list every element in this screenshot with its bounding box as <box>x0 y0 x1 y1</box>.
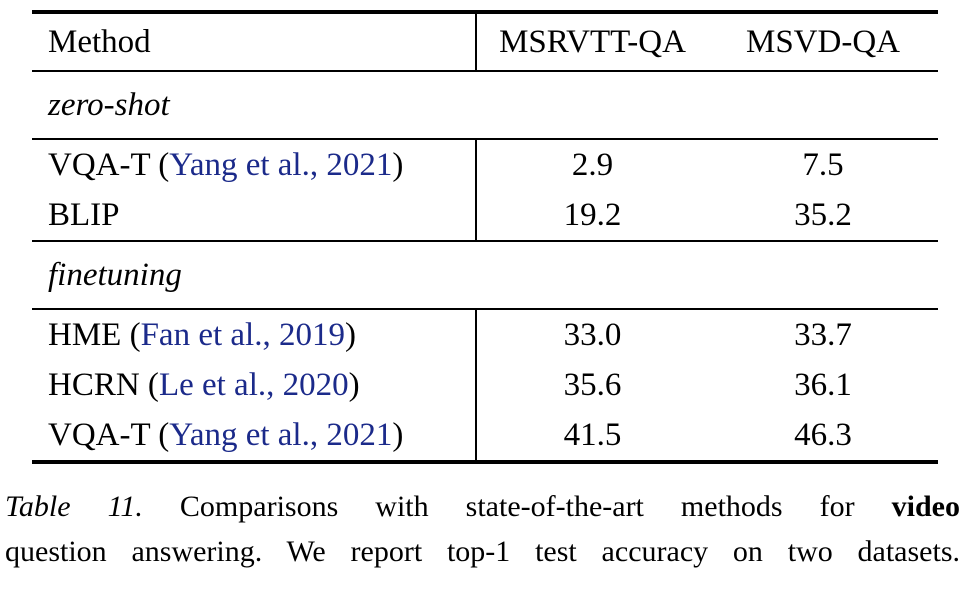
header-method: Method <box>48 23 151 60</box>
table-row: VQA-T (Yang et al., 2021) 41.5 46.3 <box>32 410 938 460</box>
rule-below-zero-shot-block <box>32 240 938 242</box>
method-text: ) <box>392 416 404 453</box>
msvd-qa-value: 36.1 <box>794 366 852 403</box>
msrvtt-qa-value: 41.5 <box>475 410 708 460</box>
section-label-zero-shot: zero-shot <box>48 86 170 123</box>
table-bottom-rule <box>32 460 938 464</box>
msrvtt-qa-value: 33.0 <box>475 310 708 360</box>
results-table: Method MSRVTT-QA MSVD-QA zero-shot VQA-T… <box>32 10 938 464</box>
section-zero-shot: zero-shot <box>32 72 938 138</box>
table-row: BLIP 19.2 35.2 <box>32 190 938 240</box>
citation-link[interactable]: Le et al., 2020 <box>158 366 349 403</box>
method-text: VQA-T ( <box>48 146 170 183</box>
msrvtt-qa-value: 35.6 <box>475 360 708 410</box>
header-msrvtt-qa: MSRVTT-QA <box>475 14 708 70</box>
method-name: VQA-T (Yang et al., 2021) <box>32 410 475 460</box>
caption-line-1: Table 11. Comparisons with state-of-the-… <box>5 484 960 529</box>
citation-link[interactable]: Yang et al., 2021 <box>169 416 393 453</box>
table-header-row: Method MSRVTT-QA MSVD-QA <box>32 14 938 70</box>
table-row: HME (Fan et al., 2019) 33.0 33.7 <box>32 310 938 360</box>
section-label-finetuning: finetuning <box>48 256 182 293</box>
table-row: HCRN (Le et al., 2020) 35.6 36.1 <box>32 360 938 410</box>
msrvtt-qa-value: 19.2 <box>475 190 708 240</box>
method-text: VQA-T ( <box>48 416 170 453</box>
method-text: BLIP <box>48 196 120 233</box>
method-name: VQA-T (Yang et al., 2021) <box>32 140 475 190</box>
caption-line-2: question answering. We report top-1 test… <box>5 535 960 568</box>
caption-text: Comparisons with state-of-the-art method… <box>142 490 892 523</box>
method-name: HME (Fan et al., 2019) <box>32 310 475 360</box>
table-top-rule <box>32 10 938 14</box>
header-msvd-qa: MSVD-QA <box>745 23 900 60</box>
citation-link[interactable]: Fan et al., 2019 <box>140 316 345 353</box>
rule-below-header <box>32 70 938 72</box>
citation-link[interactable]: Yang et al., 2021 <box>169 146 393 183</box>
method-text: ) <box>344 316 356 353</box>
rule-below-finetuning <box>32 308 938 310</box>
method-text: ) <box>348 366 360 403</box>
msvd-qa-value: 35.2 <box>794 196 852 233</box>
method-text: HME ( <box>48 316 141 353</box>
msvd-qa-value: 46.3 <box>794 416 852 453</box>
method-text: HCRN ( <box>48 366 159 403</box>
caption-bold-word: video <box>891 490 960 523</box>
msrvtt-qa-value: 2.9 <box>475 140 708 190</box>
table-caption: Table 11. Comparisons with state-of-the-… <box>5 484 960 574</box>
method-name: HCRN (Le et al., 2020) <box>32 360 475 410</box>
rule-below-zero-shot <box>32 138 938 140</box>
msvd-qa-value: 33.7 <box>794 316 852 353</box>
method-text: ) <box>392 146 404 183</box>
section-finetuning: finetuning <box>32 242 938 308</box>
method-name: BLIP <box>32 190 475 240</box>
caption-label: Table 11. <box>5 490 143 523</box>
table-row: VQA-T (Yang et al., 2021) 2.9 7.5 <box>32 140 938 190</box>
msvd-qa-value: 7.5 <box>802 146 844 183</box>
